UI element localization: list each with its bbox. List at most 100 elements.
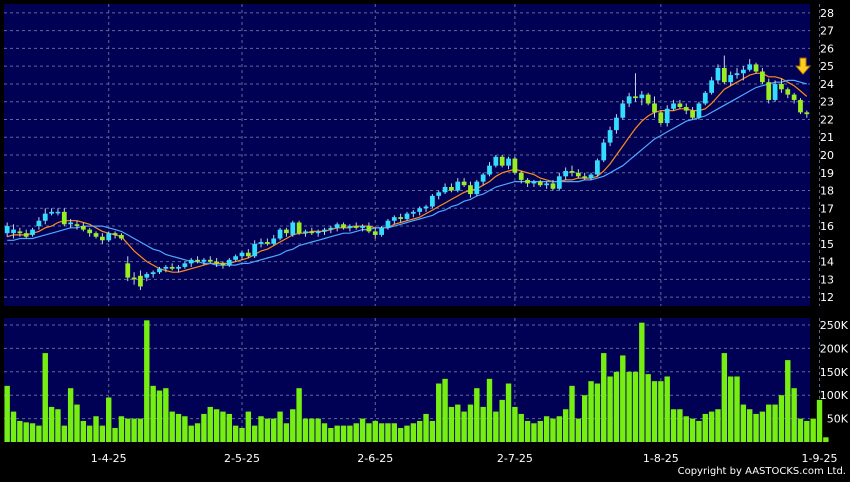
candle-body	[188, 259, 194, 264]
candle	[188, 258, 194, 267]
volume-bar	[766, 404, 772, 442]
candle	[696, 101, 702, 120]
price-tick-label: 20	[820, 149, 834, 162]
price-tick-label: 25	[820, 60, 834, 73]
candle-body	[766, 82, 772, 100]
price-tick-label: 24	[820, 78, 834, 91]
candle-body	[207, 259, 213, 262]
candle-body	[779, 83, 784, 90]
candle-body	[296, 222, 302, 234]
volume-bar	[702, 413, 708, 442]
candle	[334, 222, 340, 232]
candle-body	[607, 130, 613, 143]
candle	[169, 263, 175, 271]
candle-body	[4, 226, 10, 234]
candle-body	[620, 103, 626, 118]
volume-bar	[131, 418, 137, 442]
candle-body	[753, 64, 759, 72]
candle-body	[525, 179, 530, 184]
volume-bar	[461, 411, 467, 442]
candle	[449, 183, 454, 193]
candle-body	[80, 226, 86, 230]
volume-bar	[359, 418, 366, 442]
candle	[296, 220, 302, 235]
candle	[112, 231, 118, 239]
candle-body	[258, 242, 264, 244]
volume-bar	[759, 411, 766, 442]
candle-body	[785, 89, 791, 95]
candle	[791, 92, 797, 104]
volume-bar	[67, 388, 74, 442]
candle-body	[747, 64, 753, 70]
candle-body	[372, 231, 378, 235]
volume-bar	[29, 423, 36, 442]
volume-bar	[42, 353, 48, 442]
candle	[157, 266, 162, 275]
ma_long-line	[7, 79, 807, 266]
candle	[138, 270, 143, 291]
candle-body	[430, 195, 435, 207]
candle	[4, 222, 10, 237]
candle-body	[633, 96, 638, 99]
candle-body	[303, 231, 308, 234]
price-panel: 12 13 14 15 16 17 18 19 20 21 22 23 24 25 26 27 28	[4, 4, 834, 306]
candle-body	[683, 107, 689, 111]
candle-body	[264, 242, 270, 244]
volume-bar	[505, 383, 512, 442]
candle	[87, 227, 93, 237]
candle-body	[595, 160, 600, 175]
candle	[277, 227, 283, 241]
down-arrow-icon	[794, 57, 812, 75]
candle-body	[728, 75, 734, 83]
volume-bar	[61, 425, 67, 442]
candle	[753, 62, 759, 74]
candle	[430, 194, 435, 209]
candle-body	[740, 69, 746, 74]
candle-body	[290, 222, 296, 235]
candle	[80, 222, 86, 232]
candle	[131, 272, 137, 285]
candle	[588, 172, 594, 180]
volume-bar	[372, 420, 378, 442]
candle	[734, 67, 740, 79]
volume-bar	[353, 423, 359, 442]
volume-bar	[245, 411, 252, 442]
candle-body	[68, 222, 74, 225]
candle-body	[138, 275, 143, 287]
volume-bar	[601, 353, 607, 442]
candle-body	[550, 183, 556, 189]
candle	[36, 217, 42, 230]
volume-bar	[588, 381, 594, 442]
candle	[436, 190, 442, 200]
candle-body	[423, 206, 429, 209]
volume-tick-label: 150K	[820, 366, 849, 379]
volume-bar	[182, 416, 188, 442]
x-tick-label: 2-6-25	[357, 452, 393, 465]
volume-bar	[708, 411, 715, 442]
volume-bar	[201, 413, 207, 442]
volume-plot-area	[4, 318, 810, 442]
volume-bar	[347, 425, 353, 442]
volume-bar	[436, 383, 442, 442]
candle-body	[487, 165, 492, 175]
candle-body	[404, 213, 410, 219]
volume-bar	[772, 404, 778, 442]
candle	[499, 155, 505, 168]
candle	[309, 227, 315, 235]
candle-body	[61, 211, 67, 225]
volume-bar	[562, 409, 569, 442]
volume-bar	[150, 385, 156, 442]
candle	[417, 206, 423, 216]
volume-bar	[366, 423, 372, 442]
volume-bar	[518, 413, 524, 442]
candle-body	[49, 211, 54, 214]
candle	[645, 92, 651, 106]
candle-body	[804, 112, 810, 115]
volume-bar	[797, 418, 804, 442]
volume-bar	[264, 418, 271, 442]
candle	[607, 126, 613, 147]
candle-body	[760, 71, 765, 83]
price-tick-label: 23	[820, 96, 834, 109]
candle	[226, 258, 232, 267]
